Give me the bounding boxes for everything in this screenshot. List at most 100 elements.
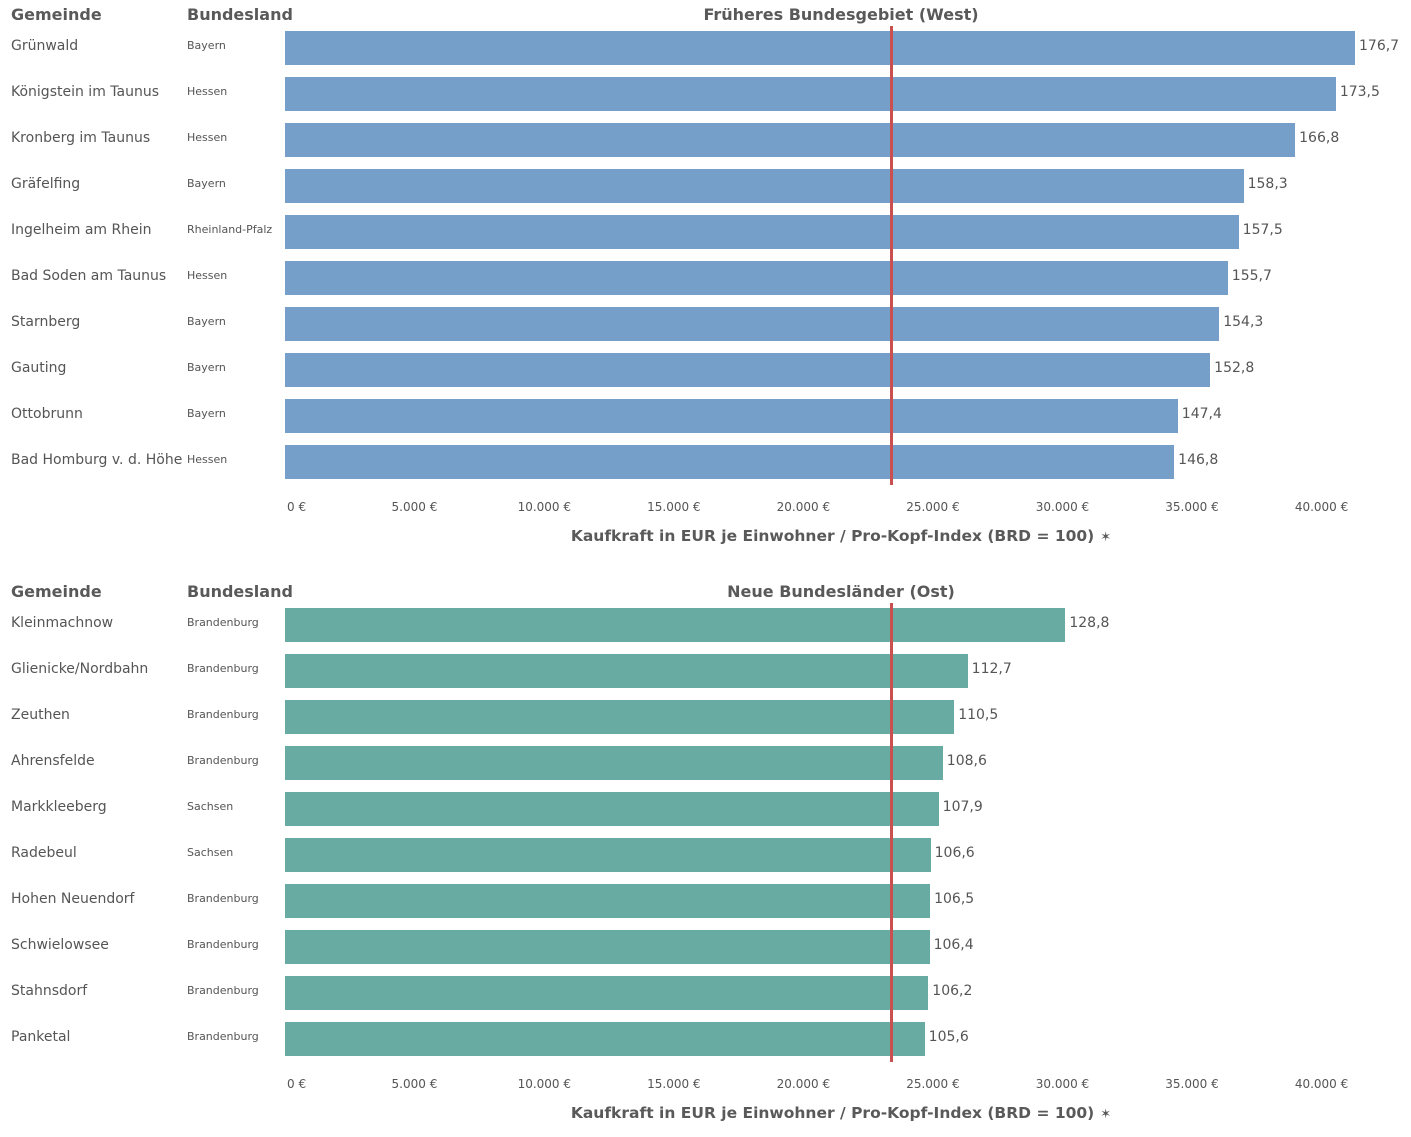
bundesland-label: Brandenburg — [187, 1030, 259, 1043]
bar-row: Grünwald Bayern 176,7 — [0, 23, 1411, 69]
data-label: 158,3 — [1247, 176, 1288, 192]
bar — [285, 838, 931, 872]
bar-row: Ingelheim am Rhein Rheinland-Pfalz 157,5 — [0, 207, 1411, 253]
bar — [285, 608, 1066, 642]
x-tick-label: 10.000 € — [517, 500, 572, 514]
data-label: 157,5 — [1242, 222, 1283, 238]
data-label: 112,7 — [971, 661, 1012, 677]
bar-row: Ottobrunn Bayern 147,4 — [0, 391, 1411, 437]
bar — [285, 123, 1296, 157]
data-label: 147,4 — [1181, 406, 1222, 422]
bundesland-label: Rheinland-Pfalz — [187, 223, 273, 236]
bar — [285, 307, 1220, 341]
category-label: Ingelheim am Rhein — [11, 222, 152, 238]
bundesland-label: Bayern — [187, 177, 226, 190]
category-label: Königstein im Taunus — [11, 84, 160, 100]
chart-title: Neue Bundesländer (Ost) — [727, 582, 955, 601]
x-axis-title-text: Kaufkraft in EUR je Einwohner / Pro-Kopf… — [570, 1104, 1095, 1122]
bundesland-label: Bayern — [187, 361, 226, 374]
bundesland-label: Hessen — [187, 453, 228, 466]
x-tick-label: 5.000 € — [391, 500, 438, 514]
bar — [285, 700, 955, 734]
bundesland-label: Brandenburg — [187, 754, 259, 767]
bar-row: Gauting Bayern 152,8 — [0, 345, 1411, 391]
bar-row: Bad Soden am Taunus Hessen 155,7 — [0, 253, 1411, 299]
data-label: 106,6 — [934, 845, 975, 861]
category-label: Kronberg im Taunus — [11, 130, 151, 146]
x-axis-title: Kaufkraft in EUR je Einwohner / Pro-Kopf… — [571, 1103, 1111, 1125]
data-label: 155,7 — [1231, 268, 1272, 284]
bar — [285, 445, 1175, 479]
category-label: Schwielowsee — [11, 937, 109, 953]
bar — [285, 353, 1211, 387]
x-tick-label: 0 € — [287, 500, 307, 514]
pin-icon[interactable]: ✶ — [1100, 530, 1112, 545]
bar — [285, 976, 929, 1010]
bar-row: Hohen Neuendorf Brandenburg 106,5 — [0, 876, 1411, 922]
bundesland-label: Hessen — [187, 131, 228, 144]
bar-row: Stahnsdorf Brandenburg 106,2 — [0, 968, 1411, 1014]
data-label: 152,8 — [1214, 360, 1255, 376]
data-label: 146,8 — [1178, 452, 1219, 468]
bar — [285, 884, 931, 918]
x-axis-title: Kaufkraft in EUR je Einwohner / Pro-Kopf… — [571, 526, 1111, 548]
category-label: Gauting — [11, 360, 67, 376]
x-tick-label: 20.000 € — [776, 1077, 831, 1091]
category-label: Radebeul — [11, 845, 77, 861]
category-label: Bad Soden am Taunus — [11, 268, 167, 284]
column-header-bundesland: Bundesland — [187, 5, 293, 24]
x-tick-label: 30.000 € — [1035, 500, 1090, 514]
category-label: Ahrensfelde — [11, 753, 95, 769]
bar-row: Bad Homburg v. d. Höhe Hessen 146,8 — [0, 437, 1411, 483]
bundesland-label: Brandenburg — [187, 662, 259, 675]
data-label: 105,6 — [928, 1029, 969, 1045]
chart-panel-east: Gemeinde Bundesland Neue Bundesländer (O… — [0, 577, 1411, 1137]
bar — [285, 77, 1336, 111]
bar-row: Zeuthen Brandenburg 110,5 — [0, 692, 1411, 738]
category-label: Starnberg — [11, 314, 81, 330]
x-tick-label: 5.000 € — [391, 1077, 438, 1091]
x-tick-label: 10.000 € — [517, 1077, 572, 1091]
bundesland-label: Sachsen — [187, 800, 234, 813]
category-label: Markkleeberg — [11, 799, 107, 815]
x-tick-label: 20.000 € — [776, 500, 831, 514]
bar — [285, 31, 1355, 65]
bundesland-label: Bayern — [187, 407, 226, 420]
bar-row: Glienicke/Nordbahn Brandenburg 112,7 — [0, 646, 1411, 692]
bundesland-label: Brandenburg — [187, 984, 259, 997]
bundesland-label: Bayern — [187, 39, 226, 52]
chart-title: Früheres Bundesgebiet (West) — [703, 5, 979, 24]
data-label: 106,2 — [932, 983, 973, 999]
x-tick-label: 40.000 € — [1294, 500, 1349, 514]
bar — [285, 261, 1228, 295]
data-label: 166,8 — [1299, 130, 1340, 146]
data-label: 173,5 — [1339, 84, 1380, 100]
x-tick-label: 0 € — [287, 1077, 307, 1091]
bar-row: Ahrensfelde Brandenburg 108,6 — [0, 738, 1411, 784]
x-tick-label: 40.000 € — [1294, 1077, 1349, 1091]
bundesland-label: Brandenburg — [187, 708, 259, 721]
category-label: Grünwald — [11, 38, 79, 54]
bar-row: Königstein im Taunus Hessen 173,5 — [0, 69, 1411, 115]
bar — [285, 930, 930, 964]
data-label: 108,6 — [946, 753, 987, 769]
bar — [285, 399, 1178, 433]
bar — [285, 1022, 925, 1056]
bar-row: Schwielowsee Brandenburg 106,4 — [0, 922, 1411, 968]
x-tick-label: 25.000 € — [906, 500, 960, 514]
column-header-gemeinde: Gemeinde — [11, 582, 102, 601]
pin-icon[interactable]: ✶ — [1100, 1107, 1112, 1122]
bundesland-label: Brandenburg — [187, 938, 259, 951]
bar — [285, 169, 1244, 203]
category-label: Panketal — [11, 1029, 71, 1045]
bar-row: Markkleeberg Sachsen 107,9 — [0, 784, 1411, 830]
bundesland-label: Hessen — [187, 85, 228, 98]
category-label: Bad Homburg v. d. Höhe — [11, 452, 183, 468]
bar-row: Gräfelfing Bayern 158,3 — [0, 161, 1411, 207]
data-label: 107,9 — [942, 799, 983, 815]
column-header-bundesland: Bundesland — [187, 582, 293, 601]
x-tick-label: 15.000 € — [647, 1077, 701, 1091]
category-label: Gräfelfing — [11, 176, 81, 192]
column-header-gemeinde: Gemeinde — [11, 5, 102, 24]
data-label: 106,4 — [933, 937, 974, 953]
